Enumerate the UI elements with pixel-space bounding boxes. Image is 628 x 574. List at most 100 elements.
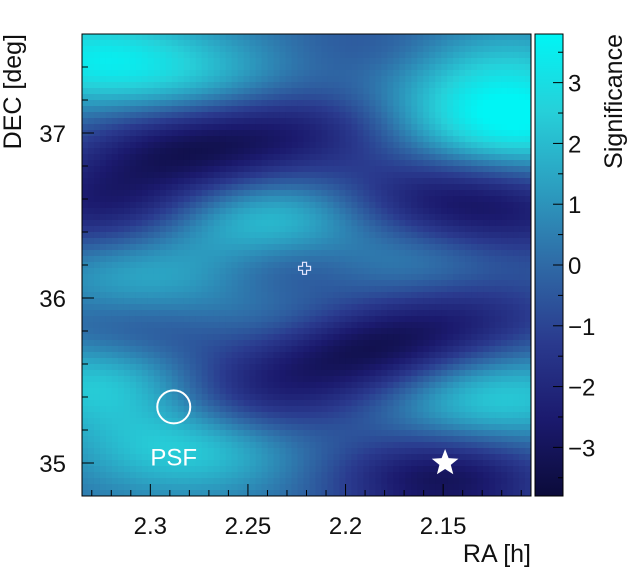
heatmap-cell xyxy=(465,358,472,365)
heatmap-cell xyxy=(147,220,155,227)
heatmap-cell xyxy=(93,142,101,149)
heatmap-cell xyxy=(207,262,215,269)
heatmap-cell xyxy=(315,118,323,125)
heatmap-cell xyxy=(417,82,424,89)
heatmap-cell xyxy=(495,262,502,269)
heatmap-cell xyxy=(411,130,418,137)
heatmap-cell xyxy=(117,190,125,197)
heatmap-cell xyxy=(435,88,442,95)
heatmap-cell xyxy=(297,64,305,71)
heatmap-cell xyxy=(255,358,263,365)
heatmap-cell xyxy=(411,208,418,215)
heatmap-cell xyxy=(207,40,215,47)
heatmap-cell xyxy=(495,292,502,299)
heatmap-cell xyxy=(381,424,388,431)
heatmap-cell xyxy=(363,214,370,221)
heatmap-cell xyxy=(111,208,119,215)
heatmap-cell xyxy=(201,268,209,275)
heatmap-cell xyxy=(345,382,352,389)
heatmap-cell xyxy=(285,400,293,407)
heatmap-cell xyxy=(429,292,436,299)
heatmap-cell xyxy=(177,142,185,149)
heatmap-cell xyxy=(297,346,305,353)
heatmap-cell xyxy=(82,388,89,395)
heatmap-cell xyxy=(507,130,514,137)
heatmap-cell xyxy=(297,250,305,257)
heatmap-cell xyxy=(147,58,155,65)
heatmap-cell xyxy=(297,358,305,365)
heatmap-cell xyxy=(165,430,173,437)
heatmap-cell xyxy=(153,358,161,365)
heatmap-cell xyxy=(363,388,370,395)
heatmap-cell xyxy=(477,424,484,431)
heatmap-cell xyxy=(207,418,215,425)
heatmap-cell xyxy=(231,292,239,299)
heatmap-cell xyxy=(351,268,358,275)
heatmap-cell xyxy=(417,388,424,395)
heatmap-cell xyxy=(303,52,311,59)
heatmap-cell xyxy=(483,394,490,401)
heatmap-cell xyxy=(87,322,95,329)
heatmap-cell xyxy=(171,34,179,41)
heatmap-cell xyxy=(82,406,89,413)
heatmap-cell xyxy=(111,118,119,125)
heatmap-cell xyxy=(99,310,107,317)
heatmap-cell xyxy=(243,100,251,107)
heatmap-cell xyxy=(339,88,347,95)
heatmap-cell xyxy=(117,214,125,221)
heatmap-cell xyxy=(207,46,215,53)
heatmap-cell xyxy=(285,214,293,221)
heatmap-cell xyxy=(465,172,472,179)
heatmap-cell xyxy=(255,196,263,203)
heatmap-cell xyxy=(147,352,155,359)
heatmap-cell xyxy=(285,94,293,101)
heatmap-cell xyxy=(513,118,520,125)
heatmap-cell xyxy=(363,358,370,365)
heatmap-cell xyxy=(183,166,191,173)
heatmap-cell xyxy=(423,262,430,269)
heatmap-cell xyxy=(82,238,89,245)
heatmap-cell xyxy=(405,82,412,89)
heatmap-cell xyxy=(303,88,311,95)
heatmap-cell xyxy=(87,256,95,263)
heatmap-cell xyxy=(207,142,215,149)
heatmap-cell xyxy=(345,274,352,281)
heatmap-cell xyxy=(321,358,329,365)
heatmap-cell xyxy=(423,154,430,161)
heatmap-cell xyxy=(231,304,239,311)
heatmap-cell xyxy=(261,94,269,101)
heatmap-cell xyxy=(219,214,227,221)
heatmap-cell xyxy=(405,52,412,59)
heatmap-cell xyxy=(513,358,520,365)
heatmap-cell xyxy=(123,244,131,251)
heatmap-cell xyxy=(87,172,95,179)
heatmap-cell xyxy=(483,376,490,383)
heatmap-cell xyxy=(153,88,161,95)
heatmap-cell xyxy=(429,232,436,239)
heatmap-cell xyxy=(291,370,299,377)
heatmap-cell xyxy=(255,376,263,383)
heatmap-cell xyxy=(255,394,263,401)
heatmap-cell xyxy=(393,70,400,77)
heatmap-cell xyxy=(153,274,161,281)
heatmap-cell xyxy=(123,340,131,347)
heatmap-cell xyxy=(315,334,323,341)
heatmap-cell xyxy=(525,154,531,161)
heatmap-cell xyxy=(495,34,502,41)
heatmap-cell xyxy=(255,304,263,311)
heatmap-cell xyxy=(285,334,293,341)
heatmap-cell xyxy=(82,382,89,389)
heatmap-cell xyxy=(231,196,239,203)
heatmap-cell xyxy=(375,214,382,221)
heatmap-cell xyxy=(273,358,281,365)
heatmap-cell xyxy=(261,106,269,113)
heatmap-cell xyxy=(261,124,269,131)
heatmap-cell xyxy=(435,196,442,203)
heatmap-cell xyxy=(213,88,221,95)
heatmap-cell xyxy=(201,310,209,317)
heatmap-cell xyxy=(471,256,478,263)
heatmap-cell xyxy=(411,400,418,407)
heatmap-cell xyxy=(465,82,472,89)
heatmap-cell xyxy=(165,76,173,83)
heatmap-cell xyxy=(213,256,221,263)
